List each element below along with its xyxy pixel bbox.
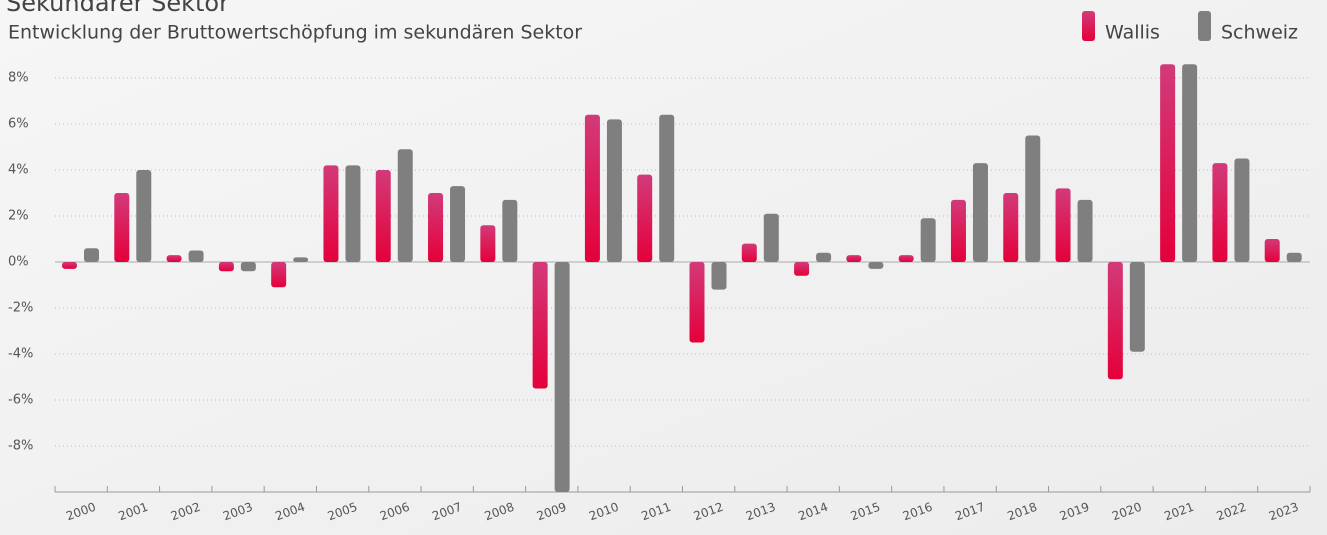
bar	[62, 262, 77, 269]
bar	[1129, 262, 1145, 352]
bar	[763, 213, 779, 262]
bar	[84, 248, 99, 262]
legend-label: Wallis	[1105, 22, 1160, 44]
bar	[240, 262, 256, 272]
bar	[689, 262, 705, 343]
bar	[950, 199, 966, 262]
y-tick-label: 6%	[8, 117, 29, 132]
bar	[271, 262, 287, 288]
bar	[1182, 64, 1198, 262]
bar	[846, 255, 862, 262]
bar	[345, 165, 361, 262]
bar	[1077, 199, 1093, 262]
bar	[375, 170, 391, 262]
y-tick-label: 4%	[8, 163, 29, 178]
bar	[1055, 188, 1071, 262]
y-tick-label: 2%	[8, 209, 29, 224]
bar	[1107, 262, 1123, 380]
bar	[794, 262, 810, 276]
legend-swatch	[1082, 11, 1095, 41]
bar	[218, 262, 234, 272]
bar	[868, 262, 884, 269]
bar	[898, 255, 914, 262]
chart-title: Sekundärer Sektor	[6, 0, 229, 17]
bar	[428, 193, 444, 262]
bar	[1025, 135, 1041, 262]
bar	[502, 199, 518, 262]
y-tick-label: -6%	[8, 393, 33, 408]
bar	[450, 186, 466, 262]
chart-subtitle: Entwicklung der Bruttowertschöpfung im s…	[8, 22, 582, 44]
bar	[136, 170, 152, 262]
y-tick-label: 0%	[8, 255, 29, 270]
bar	[1234, 158, 1250, 262]
bar	[659, 114, 675, 262]
bar	[532, 262, 548, 389]
legend-label: Schweiz	[1221, 22, 1298, 44]
bar	[323, 165, 339, 262]
bar	[816, 252, 832, 262]
bar	[920, 218, 936, 262]
bar	[606, 119, 622, 263]
bar	[114, 193, 130, 262]
bar	[166, 255, 182, 262]
y-tick-label: -8%	[8, 439, 33, 454]
bar	[188, 250, 204, 262]
bar	[972, 163, 988, 262]
bar	[1212, 163, 1228, 262]
bar	[711, 262, 727, 290]
y-tick-label: 8%	[8, 71, 29, 86]
bar	[1264, 239, 1280, 262]
y-tick-label: -4%	[8, 347, 33, 362]
bar	[741, 243, 757, 262]
bar	[480, 225, 496, 262]
legend-swatch	[1198, 11, 1211, 41]
bar	[554, 262, 570, 492]
bar	[637, 174, 653, 262]
bar	[584, 114, 600, 262]
bar	[1160, 64, 1176, 262]
y-tick-label: -2%	[8, 301, 33, 316]
bar	[1003, 193, 1019, 262]
bar	[397, 149, 413, 262]
bar	[1286, 252, 1302, 262]
bar	[293, 257, 309, 262]
